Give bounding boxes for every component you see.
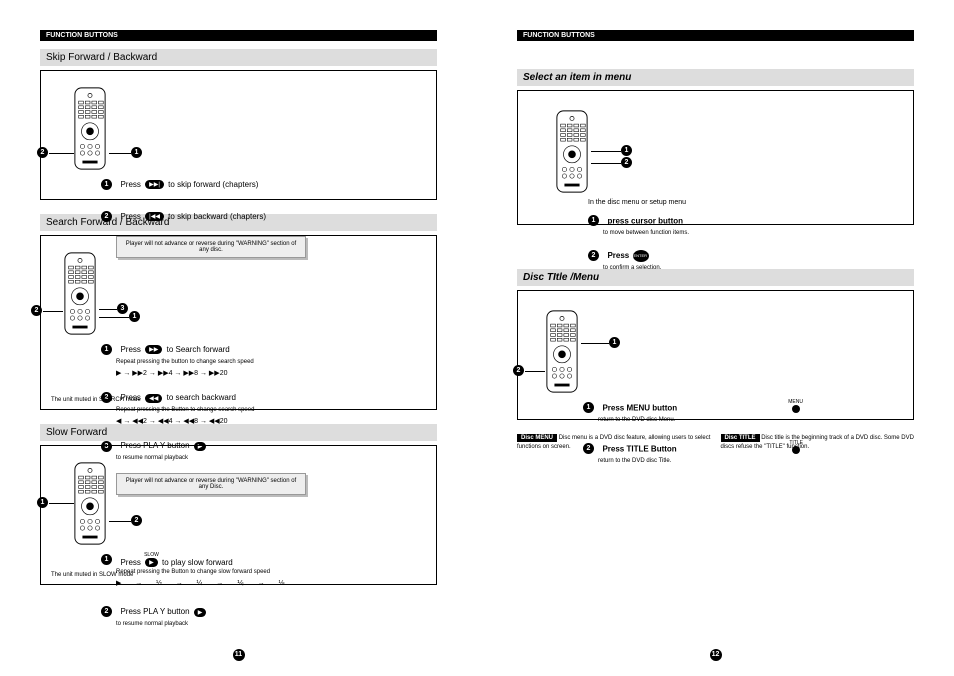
slow-footer: The unit muted in SLOW mode bbox=[51, 572, 133, 578]
fwd-speed-chain: ▶ → ▶▶2 → ▶▶4 → ▶▶8 → ▶▶20 bbox=[116, 369, 341, 377]
callout-2: 2 bbox=[31, 305, 42, 316]
menu-button-icon bbox=[792, 405, 800, 413]
select-intro: In the disc menu or setup menu bbox=[588, 199, 788, 206]
header-bar: FUNCTION BUTTONS bbox=[40, 30, 437, 41]
search-back-icon: ◀◀ bbox=[145, 394, 162, 403]
enter-icon: ENTER bbox=[633, 250, 649, 262]
callout-2: 2 bbox=[513, 365, 524, 376]
skip-step-1: 1 Press ▶▶| to skip forward (chapters) bbox=[101, 176, 341, 194]
select-step-1: 1 press cursor button to move between fu… bbox=[588, 212, 788, 237]
slow-box: 1 2 1 Press SLOW▶ to play slow forward R… bbox=[40, 445, 437, 585]
header-text: FUNCTION BUTTONS bbox=[46, 32, 118, 39]
search-step-1: 1 Press ▶▶ to Search forward Repeat pres… bbox=[101, 341, 341, 377]
remote-icon bbox=[543, 309, 581, 394]
back-speed-chain: ◀ → ◀◀2 → ◀◀4 → ◀◀8 → ◀◀20 bbox=[116, 417, 341, 425]
callout-1: 1 bbox=[621, 145, 632, 156]
callout-1: 1 bbox=[131, 147, 142, 158]
header-bar: FUNCTION BUTTONS bbox=[517, 30, 914, 41]
slow-step-2: 2 Press PLA Y button ▶ to resume normal … bbox=[101, 603, 341, 628]
page-number-12: 12 bbox=[710, 649, 722, 661]
skip-title: Skip Forward / Backward bbox=[40, 49, 437, 66]
skip-box: 2 1 1 Press ▶▶| to skip forward (chapter… bbox=[40, 70, 437, 200]
page-number-11: 11 bbox=[233, 649, 245, 661]
title-button-icon bbox=[792, 446, 800, 454]
search-box: 2 3 1 1 Press ▶▶ to Search forward Repea… bbox=[40, 235, 437, 410]
remote-icon bbox=[71, 461, 109, 546]
header-text: FUNCTION BUTTONS bbox=[523, 32, 595, 39]
callout-3: 3 bbox=[117, 303, 128, 314]
callout-2: 2 bbox=[621, 157, 632, 168]
skip-step-2: 2 Press |◀◀ to skip backward (chapters) bbox=[101, 208, 341, 226]
disc-box: 1 2 1 Press MENU button MENU return to t… bbox=[517, 290, 914, 420]
slow-speed-chain: ▶ → ½ → ¼ → ⅙ → ⅛ bbox=[116, 579, 341, 587]
slow-step-1: 1 Press SLOW▶ to play slow forward Repea… bbox=[101, 551, 341, 587]
skip-fwd-icon: ▶▶| bbox=[145, 180, 164, 189]
disc-step-1: 1 Press MENU button MENU return to the D… bbox=[583, 399, 803, 424]
remote-icon bbox=[71, 86, 109, 171]
slow-icon: ▶ bbox=[145, 558, 158, 567]
remote-icon bbox=[61, 251, 99, 336]
play-icon: ▶ bbox=[194, 608, 207, 617]
search-footer: The unit muted in SEARCH mode bbox=[51, 397, 141, 403]
page-12: FUNCTION BUTTONS Select an item in menu … bbox=[477, 0, 954, 676]
search-step-2: 2 Press ◀◀ to search backward Repeat pre… bbox=[101, 389, 341, 425]
callout-1: 1 bbox=[129, 311, 140, 322]
skip-back-icon: |◀◀ bbox=[145, 212, 164, 221]
callout-1: 1 bbox=[609, 337, 620, 348]
page-11: FUNCTION BUTTONS Skip Forward / Backward… bbox=[0, 0, 477, 676]
search-fwd-icon: ▶▶ bbox=[145, 345, 162, 354]
disc-step-2: 2 Press TITLE Button TITLE return to the… bbox=[583, 440, 803, 465]
callout-1: 1 bbox=[37, 497, 48, 508]
remote-icon bbox=[553, 109, 591, 194]
select-box: 1 2 In the disc menu or setup menu 1 pre… bbox=[517, 90, 914, 225]
callout-2: 2 bbox=[37, 147, 48, 158]
callout-2: 2 bbox=[131, 515, 142, 526]
select-title: Select an item in menu bbox=[517, 69, 914, 86]
select-step-2: 2 Press ENTER to confirm a selection. bbox=[588, 247, 788, 272]
